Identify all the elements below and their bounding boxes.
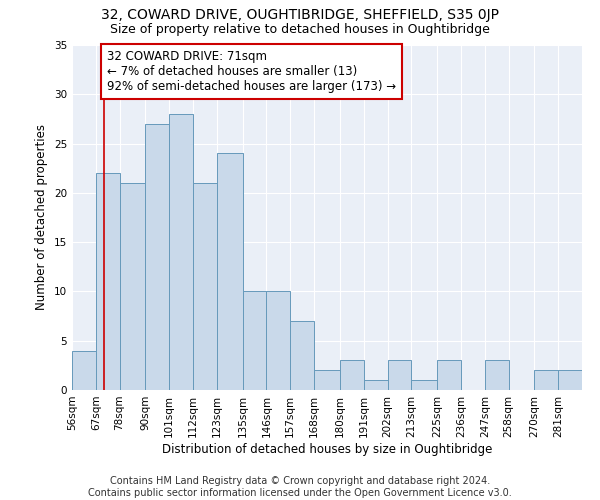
Bar xyxy=(243,292,266,390)
Bar xyxy=(119,183,145,390)
Bar xyxy=(364,380,388,390)
Bar xyxy=(266,292,290,390)
Bar xyxy=(314,370,340,390)
Bar xyxy=(96,173,119,390)
Bar xyxy=(437,360,461,390)
Bar xyxy=(340,360,364,390)
Bar xyxy=(411,380,437,390)
Bar xyxy=(72,350,96,390)
Text: 32 COWARD DRIVE: 71sqm
← 7% of detached houses are smaller (13)
92% of semi-deta: 32 COWARD DRIVE: 71sqm ← 7% of detached … xyxy=(107,50,396,93)
Bar xyxy=(485,360,509,390)
Bar xyxy=(388,360,411,390)
Y-axis label: Number of detached properties: Number of detached properties xyxy=(35,124,49,310)
Bar xyxy=(217,154,243,390)
Bar xyxy=(558,370,582,390)
Bar xyxy=(290,321,314,390)
Text: Contains HM Land Registry data © Crown copyright and database right 2024.
Contai: Contains HM Land Registry data © Crown c… xyxy=(88,476,512,498)
Bar xyxy=(145,124,169,390)
Bar xyxy=(193,183,217,390)
Text: 32, COWARD DRIVE, OUGHTIBRIDGE, SHEFFIELD, S35 0JP: 32, COWARD DRIVE, OUGHTIBRIDGE, SHEFFIEL… xyxy=(101,8,499,22)
Bar xyxy=(169,114,193,390)
Bar xyxy=(535,370,558,390)
X-axis label: Distribution of detached houses by size in Oughtibridge: Distribution of detached houses by size … xyxy=(162,442,492,456)
Text: Size of property relative to detached houses in Oughtibridge: Size of property relative to detached ho… xyxy=(110,22,490,36)
